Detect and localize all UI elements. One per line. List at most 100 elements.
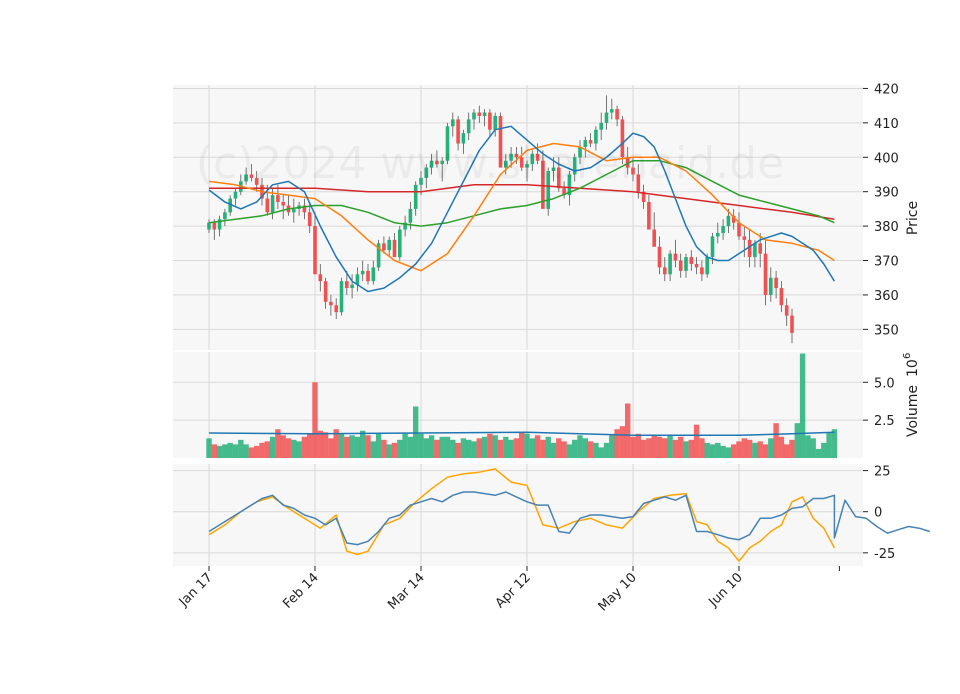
volume-bar xyxy=(328,438,334,458)
volume-bar xyxy=(672,439,679,458)
volume-bar xyxy=(296,441,302,458)
volume-axis-label-text: Volume xyxy=(905,385,921,437)
candle-body xyxy=(737,222,741,237)
candle-body xyxy=(371,267,376,282)
candle-body xyxy=(663,267,667,275)
volume-bar xyxy=(450,439,456,458)
volume-bar xyxy=(391,442,398,458)
volume-bar xyxy=(428,435,435,458)
volume-bar xyxy=(519,432,525,458)
x-tick-label: Jan 17 xyxy=(176,570,216,610)
oscillator-tick-label: 0 xyxy=(874,506,882,521)
volume-bar xyxy=(545,436,551,458)
volume-bar xyxy=(773,423,779,458)
candle-body xyxy=(615,109,619,120)
candle-body xyxy=(673,253,678,261)
volume-bar xyxy=(423,438,429,458)
candle-body xyxy=(498,115,503,168)
candle-body xyxy=(445,126,450,161)
price-tick-label: 410 xyxy=(874,117,899,132)
volume-bar xyxy=(280,435,286,458)
candle-body xyxy=(472,112,476,120)
candle-body xyxy=(530,153,535,165)
volume-bar xyxy=(487,433,493,458)
volume-tick-label: 5.0 xyxy=(874,376,895,391)
volume-axis-unit-exponent: 6 xyxy=(902,353,913,359)
candle-body xyxy=(753,243,757,258)
candle-body xyxy=(631,167,635,175)
volume-bar xyxy=(572,439,578,458)
volume-bar xyxy=(614,429,620,458)
volume-bar xyxy=(693,424,700,458)
volume-average-line xyxy=(208,431,835,437)
candle-body xyxy=(758,243,762,254)
candle-body xyxy=(482,112,487,116)
candle-body xyxy=(451,119,455,127)
volume-bar xyxy=(232,444,239,458)
volume-bar xyxy=(715,442,721,458)
volume-bar xyxy=(344,436,350,458)
volume-bar xyxy=(534,435,541,458)
volume-bar xyxy=(582,438,588,458)
candle-body xyxy=(223,212,227,220)
candle-body xyxy=(440,160,444,165)
candle-body xyxy=(731,215,736,223)
candle-body xyxy=(456,119,460,144)
candle-body xyxy=(551,167,556,172)
candle-body xyxy=(657,246,662,268)
candle-body xyxy=(710,236,715,258)
volume-bar xyxy=(757,441,763,458)
candle-body xyxy=(689,257,694,264)
volume-bar xyxy=(550,442,557,458)
volume-bar xyxy=(720,445,726,458)
volume-axis-unit-base: 10 xyxy=(905,359,921,377)
candle-body xyxy=(610,109,614,113)
candle-body xyxy=(419,177,423,185)
candle-body xyxy=(652,229,656,247)
candle-body xyxy=(763,253,768,295)
candle-body xyxy=(233,191,238,199)
volume-bar xyxy=(640,439,647,458)
volume-bar xyxy=(238,439,244,458)
candle-body xyxy=(466,119,471,134)
volume-bar xyxy=(810,438,816,458)
volume-bar xyxy=(275,429,281,458)
volume-bar xyxy=(630,436,636,458)
ma-long-line xyxy=(209,184,835,220)
ma-slow-line xyxy=(208,159,835,227)
candle-body xyxy=(779,288,784,306)
candle-body xyxy=(435,160,439,165)
x-tick-label: Apr 12 xyxy=(493,570,534,611)
volume-bar xyxy=(784,444,790,458)
candle-body xyxy=(700,267,704,275)
volume-bar xyxy=(375,433,382,458)
volume-bar xyxy=(460,438,467,458)
price-tick-label: 350 xyxy=(874,323,899,338)
candle-body xyxy=(366,270,370,282)
volume-bar xyxy=(471,441,477,458)
volume-bar xyxy=(407,436,414,458)
volume-bar xyxy=(540,439,546,458)
candle-body xyxy=(583,140,588,147)
candle-body xyxy=(705,257,709,275)
volume-bar xyxy=(815,448,822,458)
candle-body xyxy=(207,222,211,230)
x-tick-label: Jun 10 xyxy=(706,570,746,610)
candle-body xyxy=(588,140,593,144)
volume-bar xyxy=(248,447,255,458)
volume-bar xyxy=(646,438,652,458)
volume-bar xyxy=(789,439,795,458)
candle-body xyxy=(228,198,232,213)
candle-body xyxy=(488,112,492,130)
candle-body xyxy=(509,153,513,161)
candle-body xyxy=(747,239,752,258)
candle-body xyxy=(334,305,338,313)
candle-body xyxy=(541,160,545,209)
candle-body xyxy=(360,270,365,275)
volume-axis-label: Volume 10 6 xyxy=(902,353,921,437)
candle-body xyxy=(769,277,773,295)
volume-bar xyxy=(778,436,785,458)
volume-bar xyxy=(799,353,806,458)
